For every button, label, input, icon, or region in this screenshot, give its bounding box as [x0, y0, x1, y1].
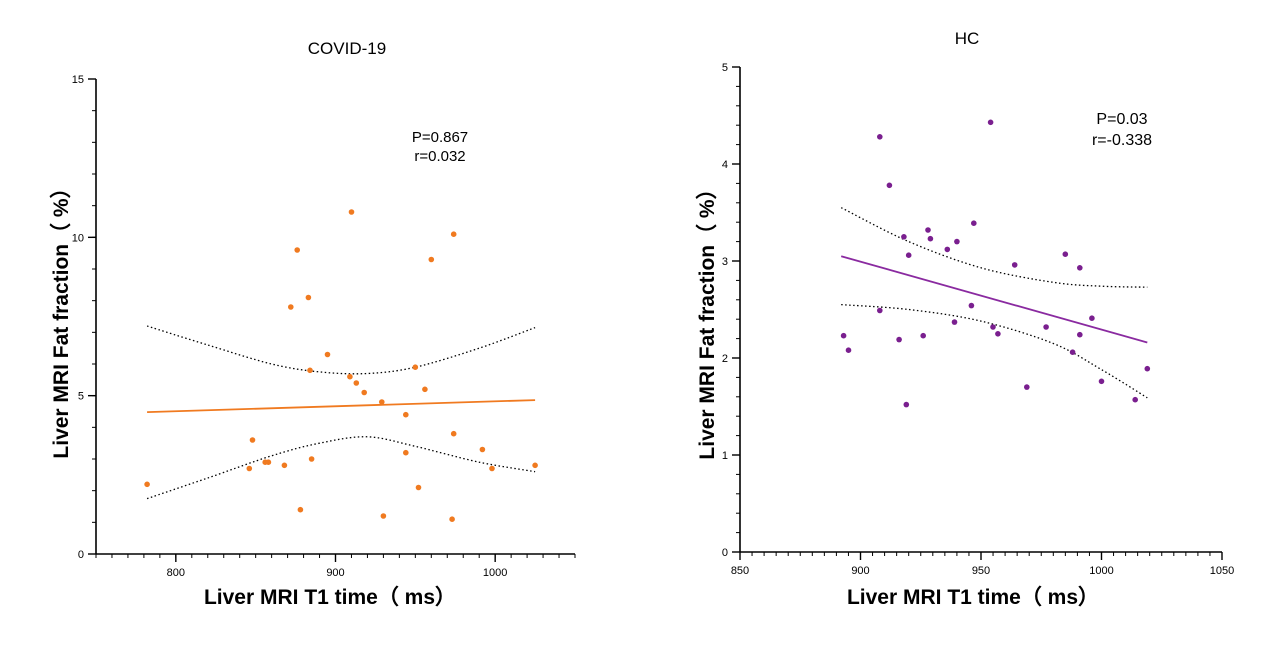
x-tick-label: 1000 — [483, 567, 507, 579]
data-point — [1077, 331, 1083, 338]
y-tick-label: 5 — [78, 391, 84, 403]
data-point — [886, 182, 893, 189]
data-point — [990, 324, 996, 330]
x-tick-label: 850 — [731, 565, 749, 577]
data-point — [353, 380, 360, 386]
data-point — [1069, 349, 1076, 356]
data-point — [877, 134, 883, 140]
x-axis-label: Liver MRI T1 time（ ms） — [204, 585, 456, 609]
y-axis-label: Liver MRI Fat fraction（ %） — [695, 178, 719, 459]
data-point — [324, 351, 331, 358]
data-point — [920, 332, 926, 339]
data-point — [379, 399, 385, 405]
data-point — [347, 373, 353, 380]
covid-19-chart: COVID-19 Liver MRI Fat fraction（ %） Live… — [49, 39, 576, 609]
data-point — [403, 411, 409, 418]
data-point — [489, 465, 495, 472]
data-point — [265, 459, 272, 466]
data-point — [951, 319, 958, 325]
data-point — [307, 367, 313, 374]
y-tick-label: 5 — [722, 62, 728, 74]
data-point — [380, 513, 387, 519]
hc-chart: HC Liver MRI Fat fraction（ %） Liver MRI … — [695, 29, 1234, 609]
ci-upper-band — [840, 207, 1148, 288]
data-point — [294, 247, 301, 253]
y-tick-label: 1 — [722, 450, 728, 462]
data-point — [1043, 324, 1049, 330]
x-tick-label: 1000 — [1089, 565, 1113, 577]
data-point — [479, 446, 486, 453]
data-point — [927, 235, 934, 242]
data-point — [845, 347, 852, 354]
y-tick-label: 4 — [722, 159, 728, 171]
data-point — [348, 209, 355, 215]
r-value-annotation: r=-0.338 — [1092, 132, 1152, 149]
r-value-annotation: r=0.032 — [414, 148, 465, 165]
x-tick-label: 900 — [326, 567, 344, 579]
data-point — [532, 462, 538, 469]
data-point — [412, 364, 419, 371]
data-point — [422, 386, 428, 393]
chart-title: HC — [955, 29, 980, 48]
y-tick-label: 2 — [722, 353, 728, 365]
data-point — [971, 220, 977, 226]
x-tick-label: 950 — [972, 565, 990, 577]
ci-upper-band — [146, 325, 536, 375]
regression-line — [147, 399, 536, 413]
data-point — [1077, 265, 1083, 271]
x-tick-label: 1050 — [1210, 565, 1234, 577]
data-point — [995, 331, 1001, 337]
data-point — [144, 481, 150, 488]
data-point — [944, 246, 951, 253]
ci-lower-band — [146, 436, 536, 500]
data-point — [968, 302, 975, 309]
p-value-annotation: P=0.867 — [412, 129, 468, 146]
data-point — [450, 231, 457, 237]
y-tick-label: 0 — [78, 549, 84, 561]
data-point — [428, 256, 435, 263]
data-point — [896, 336, 902, 343]
data-point — [1024, 384, 1030, 390]
data-point — [903, 401, 910, 408]
data-point — [1132, 396, 1138, 403]
data-point — [281, 462, 288, 469]
data-point — [246, 465, 253, 472]
data-point — [1089, 315, 1095, 322]
data-point — [840, 332, 847, 339]
ci-lower-band — [841, 303, 1148, 399]
data-point — [450, 430, 457, 437]
x-axis-label: Liver MRI T1 time（ ms） — [847, 585, 1099, 609]
data-point — [987, 119, 994, 126]
data-point — [925, 227, 931, 233]
data-point — [1062, 251, 1069, 257]
data-point — [403, 449, 409, 456]
data-point — [249, 437, 256, 443]
x-tick-label: 900 — [851, 565, 869, 577]
y-tick-label: 10 — [72, 232, 84, 244]
data-point — [297, 506, 304, 513]
y-axis-label: Liver MRI Fat fraction（ %） — [49, 177, 73, 458]
data-point — [415, 484, 422, 491]
data-point — [1144, 365, 1151, 372]
data-point — [1098, 378, 1105, 385]
data-point — [305, 294, 312, 301]
data-point — [361, 389, 368, 396]
data-point — [954, 238, 960, 245]
data-point — [905, 252, 912, 258]
data-point — [288, 304, 294, 310]
data-point — [1011, 262, 1018, 268]
regression-line — [840, 255, 1148, 344]
y-tick-label: 3 — [722, 256, 728, 268]
chart-title: COVID-19 — [308, 39, 386, 58]
y-tick-label: 15 — [72, 74, 84, 86]
p-value-annotation: P=0.03 — [1096, 111, 1147, 128]
data-point — [901, 234, 907, 240]
data-point — [877, 307, 883, 314]
y-tick-label: 0 — [722, 547, 728, 559]
data-point — [308, 456, 315, 462]
data-point — [449, 516, 455, 522]
x-tick-label: 800 — [167, 567, 185, 579]
